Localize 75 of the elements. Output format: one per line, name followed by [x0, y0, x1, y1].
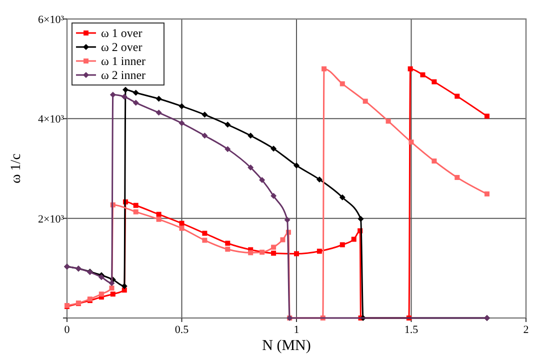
point — [340, 81, 345, 86]
point — [224, 146, 231, 152]
point — [362, 98, 368, 104]
point — [432, 79, 437, 84]
point — [202, 112, 208, 118]
point — [202, 230, 208, 236]
point — [108, 280, 115, 286]
point — [225, 240, 230, 246]
point — [284, 216, 290, 223]
point — [110, 92, 116, 98]
point — [248, 132, 254, 139]
point — [202, 132, 208, 139]
point — [322, 66, 327, 72]
point — [133, 209, 138, 214]
point — [122, 86, 129, 93]
legend-label: ω 2 inner — [101, 68, 146, 82]
x-axis-title: N (MN) — [262, 338, 311, 354]
point — [156, 212, 162, 217]
point — [339, 194, 346, 200]
legend-label: ω 1 inner — [101, 54, 146, 68]
x-tick-label: 2 — [523, 324, 529, 336]
point — [259, 176, 266, 183]
point — [294, 251, 299, 256]
x-tick-label: 1 — [294, 324, 300, 336]
point — [432, 158, 437, 164]
point — [270, 146, 277, 152]
point — [178, 103, 185, 110]
point — [454, 174, 460, 180]
point — [408, 66, 413, 72]
point — [179, 220, 184, 226]
point — [109, 286, 114, 291]
point — [156, 110, 162, 116]
point — [156, 216, 162, 222]
point — [280, 237, 286, 242]
point — [316, 248, 322, 254]
point — [340, 242, 345, 248]
y-axis-title: ω 1/c — [9, 154, 24, 184]
x-tick-label: 1.5 — [404, 324, 419, 336]
point — [358, 216, 364, 222]
x-tick-label: 0 — [64, 324, 70, 336]
point — [454, 94, 460, 99]
point — [248, 250, 254, 256]
point — [156, 96, 162, 102]
point — [260, 250, 265, 255]
legend-label: ω 1 over — [101, 26, 142, 40]
point — [271, 244, 276, 250]
y-tick-label: 6×10³ — [38, 14, 65, 26]
point — [121, 94, 128, 100]
point — [351, 236, 356, 242]
point — [248, 164, 254, 171]
point — [420, 72, 426, 78]
y-tick-label: 2×10³ — [38, 213, 65, 226]
point — [484, 114, 490, 119]
point — [225, 246, 230, 252]
point — [270, 192, 277, 199]
point — [98, 292, 104, 297]
point — [316, 176, 322, 182]
point — [294, 162, 300, 169]
point — [271, 250, 276, 256]
point — [132, 100, 139, 106]
legend-label: ω 2 over — [101, 40, 142, 54]
point — [484, 191, 490, 196]
point — [179, 226, 184, 231]
point — [122, 288, 127, 293]
point — [121, 283, 128, 290]
point — [202, 238, 208, 243]
point — [178, 120, 185, 126]
point — [386, 118, 391, 124]
y-tick-label: 4×10³ — [38, 114, 65, 126]
point — [132, 90, 139, 96]
point — [408, 140, 414, 145]
point — [224, 122, 231, 128]
x-tick-label: 0.5 — [174, 324, 190, 336]
point — [110, 292, 116, 297]
point — [133, 202, 138, 208]
